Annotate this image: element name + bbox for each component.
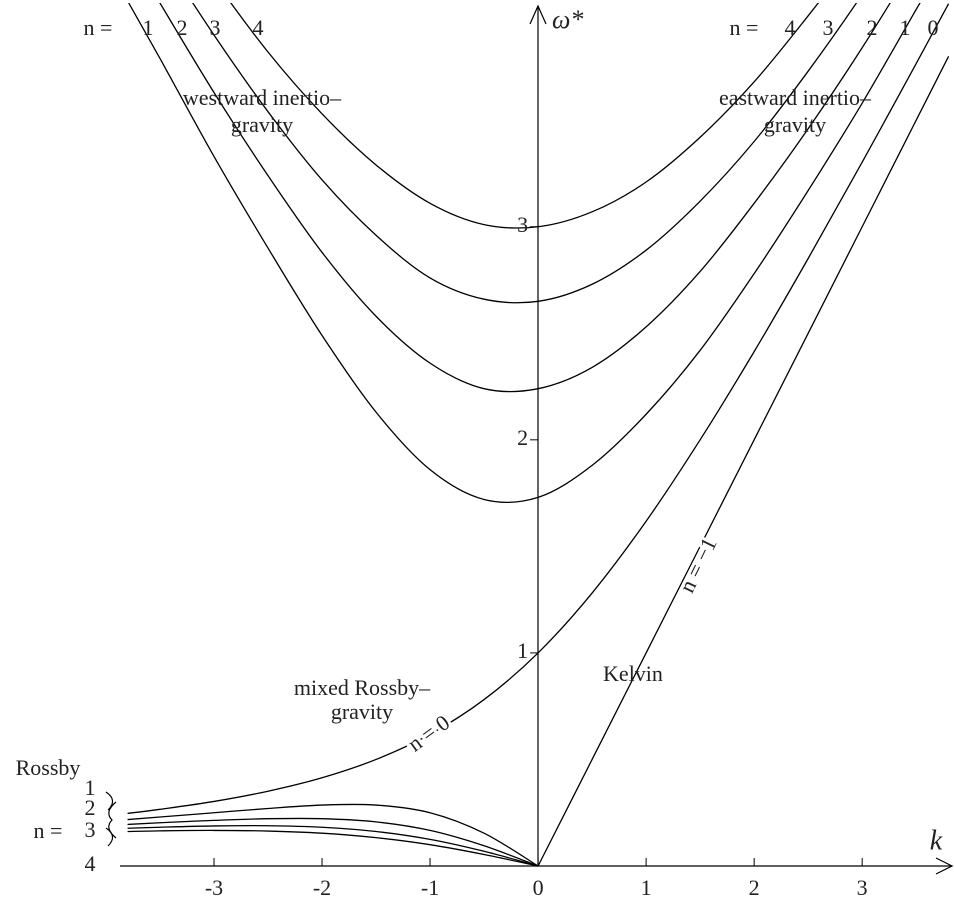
annotation: 2: [177, 15, 188, 40]
annotation: 1: [900, 15, 911, 40]
y-arrow: [529, 4, 547, 25]
x-tick-label: -3: [205, 875, 223, 900]
curve: [127, 817, 539, 867]
annotation: n = 0: [403, 710, 454, 757]
x-tick-label: 0: [533, 875, 544, 900]
annotation: eastward inertio–: [719, 85, 872, 110]
curve: [159, 3, 891, 393]
annotation: 4: [253, 15, 264, 40]
x-arrow: [935, 857, 954, 875]
annotation: mixed Rossby–: [294, 675, 431, 700]
annotation: Kelvin: [603, 661, 663, 686]
annotation: n =: [730, 15, 759, 40]
x-tick-label: 1: [641, 875, 652, 900]
annotation: 3: [823, 15, 834, 40]
annotation: westward inertio–: [183, 85, 342, 110]
annotation: n = −1: [674, 533, 722, 596]
annotation: 2: [867, 15, 878, 40]
y-tick-label: 1: [517, 638, 528, 663]
annotation: gravity: [331, 699, 393, 724]
annotation: n =: [34, 818, 63, 843]
annotation: 1: [85, 775, 96, 800]
x-axis-label: k: [930, 825, 943, 856]
brace: [108, 801, 117, 839]
x-tick-label: -2: [313, 875, 331, 900]
curves: [127, 3, 950, 867]
annotation: gravity: [231, 112, 293, 137]
annotation: 4: [785, 15, 796, 40]
curve: [128, 3, 921, 503]
x-tick-label: -1: [421, 875, 439, 900]
annotation: 1: [143, 15, 154, 40]
curve: [127, 3, 950, 815]
annotation: gravity: [764, 112, 826, 137]
x-tick-label: 2: [749, 875, 760, 900]
annotation: 4: [85, 851, 96, 876]
curve: [127, 824, 539, 867]
brace: [105, 791, 114, 847]
curve: [127, 829, 539, 867]
annotation: 3: [85, 817, 96, 842]
curve: [537, 55, 950, 867]
annotation: Rossby: [16, 755, 81, 780]
y-tick-label: 2: [517, 425, 528, 450]
curve: [192, 3, 858, 304]
annotation: n =: [84, 15, 113, 40]
curve: [127, 803, 539, 867]
y-axis-label: ω*: [552, 5, 583, 34]
x-tick-label: 3: [857, 875, 868, 900]
annotation: 3: [210, 15, 221, 40]
annotation: 2: [85, 795, 96, 820]
y-tick-label: 3: [517, 212, 528, 237]
annotation: 0: [928, 15, 939, 40]
